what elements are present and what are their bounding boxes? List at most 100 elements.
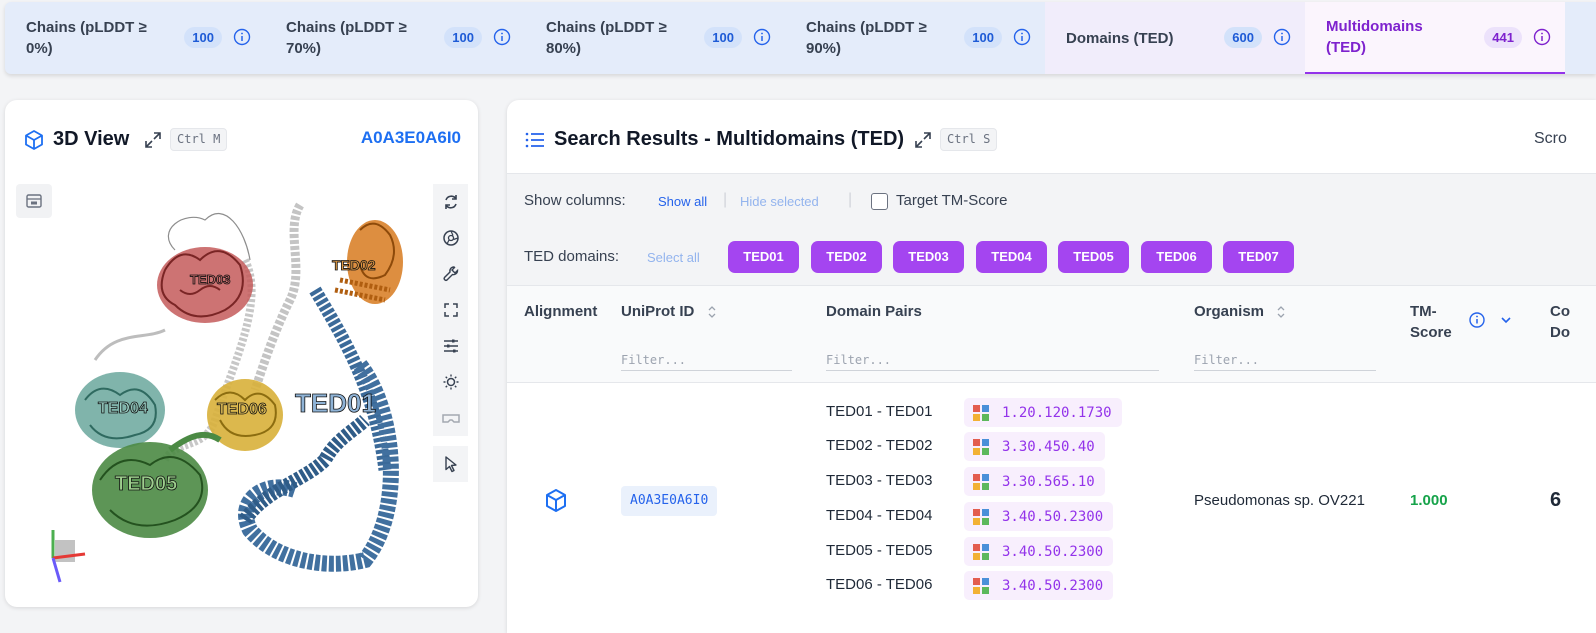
- hide-selected-link[interactable]: Hide selected: [740, 194, 819, 209]
- column-header-alignment: Alignment: [524, 303, 598, 320]
- cath-grid-icon: [973, 543, 989, 560]
- tab-label: Chains (pLDDT ≥ 0%): [26, 19, 147, 57]
- info-icon[interactable]: [1468, 311, 1486, 329]
- cube-icon: [25, 130, 43, 150]
- tm-header-line2: Score: [1410, 324, 1452, 341]
- camera-icon: [26, 194, 42, 208]
- sort-icon[interactable]: [707, 304, 717, 320]
- ted-domains-label: TED domains:: [524, 248, 620, 265]
- column-header-organism[interactable]: Organism: [1194, 303, 1265, 320]
- show-columns-label: Show columns:: [524, 192, 626, 209]
- cath-grid-icon: [973, 577, 989, 594]
- structure-id[interactable]: A0A3E0A6I0: [360, 128, 461, 147]
- rotate-icon: [444, 195, 457, 209]
- reset-view-button[interactable]: [433, 184, 468, 220]
- lighting-button[interactable]: [433, 364, 468, 400]
- sun-icon: [443, 374, 458, 390]
- vr-button[interactable]: [433, 400, 468, 436]
- camera-button[interactable]: [433, 220, 468, 256]
- domain-count-cell: 6: [1550, 489, 1562, 511]
- filter-bar: Show columns: Show all | Hide selected |…: [507, 173, 1596, 286]
- domain-pair: TED05 - TED05: [826, 542, 933, 559]
- target-tm-checkbox[interactable]: [871, 193, 888, 210]
- info-icon[interactable]: [1533, 28, 1551, 46]
- tab-label: Domains (TED): [1066, 29, 1174, 47]
- cath-grid-icon: [973, 508, 989, 525]
- sliders-icon: [443, 339, 458, 353]
- tab-multidomains-ted[interactable]: Multidomains (TED) 441: [1305, 2, 1565, 74]
- column-header-uniprot[interactable]: UniProt ID: [621, 303, 695, 320]
- score-control-label[interactable]: Scro: [1534, 130, 1567, 147]
- cath-chip[interactable]: 1.20.120.1730: [964, 398, 1122, 427]
- column-header-domain-pairs: Domain Pairs: [826, 303, 922, 320]
- cath-chip[interactable]: 3.40.50.2300: [964, 537, 1114, 566]
- info-icon[interactable]: [233, 28, 251, 46]
- tab-count-badge: 441: [1484, 27, 1522, 48]
- uniprot-id-chip[interactable]: A0A3E0A6I0: [621, 486, 718, 516]
- show-all-link[interactable]: Show all: [658, 194, 708, 209]
- domain-pair: TED03 - TED03: [826, 472, 933, 489]
- uniprot-filter-input[interactable]: [621, 350, 792, 371]
- expand-icon[interactable]: [913, 130, 933, 150]
- domain-pairs-filter-input[interactable]: [826, 350, 1159, 371]
- info-icon[interactable]: [753, 28, 771, 46]
- info-icon[interactable]: [1013, 28, 1031, 46]
- ted03-filter-button[interactable]: TED03: [893, 241, 964, 273]
- cath-code: 3.40.50.2300: [1002, 577, 1104, 594]
- chevron-down-icon[interactable]: [1500, 314, 1512, 326]
- cath-chip[interactable]: 3.30.450.40: [964, 432, 1105, 461]
- cursor-icon: [444, 456, 457, 473]
- ted07-filter-button[interactable]: TED07: [1223, 241, 1294, 273]
- ted02-domain: [334, 220, 403, 304]
- organism-filter-input[interactable]: [1194, 350, 1376, 371]
- panel-title: 3D View: [53, 128, 130, 150]
- tab-chains-70[interactable]: Chains (pLDDT ≥ 70%) 100: [265, 2, 525, 74]
- tab-chains-80[interactable]: Chains (pLDDT ≥ 80%) 100: [525, 2, 785, 74]
- tab-domains-ted[interactable]: Domains (TED) 600: [1045, 2, 1305, 74]
- tab-chains-0[interactable]: Chains (pLDDT ≥ 0%) 100: [5, 2, 265, 74]
- select-all-link[interactable]: Select all: [647, 250, 700, 265]
- column-header-cut[interactable]: Co Do: [1550, 301, 1570, 343]
- organism-cell: Pseudomonas sp. OV221: [1194, 492, 1365, 509]
- ted01-label: TED01: [295, 388, 376, 418]
- tab-count-badge: 100: [184, 27, 222, 48]
- column-header-tm-score[interactable]: TM- Score: [1410, 301, 1452, 343]
- sort-icon[interactable]: [1276, 304, 1286, 320]
- ted06-domain: [207, 379, 283, 451]
- tab-chains-90[interactable]: Chains (pLDDT ≥ 90%) 100: [785, 2, 1045, 74]
- search-results-panel: Search Results - Multidomains (TED) Ctrl…: [507, 100, 1596, 633]
- tab-count-badge: 100: [704, 27, 742, 48]
- select-mode-button[interactable]: [433, 446, 468, 482]
- cut-header-line1: Co: [1550, 303, 1570, 320]
- ted04-filter-button[interactable]: TED04: [976, 241, 1047, 273]
- settings-button[interactable]: [433, 328, 468, 364]
- view-alignment-cube-icon[interactable]: [544, 488, 568, 514]
- ted06-filter-button[interactable]: TED06: [1141, 241, 1212, 273]
- table-header: Alignment UniProt ID Domain Pairs Organi…: [507, 286, 1596, 383]
- list-icon: [525, 132, 544, 148]
- ted02-filter-button[interactable]: TED02: [811, 241, 882, 273]
- cath-chip[interactable]: 3.40.50.2300: [964, 502, 1114, 531]
- cath-chip[interactable]: 3.40.50.2300: [964, 571, 1114, 600]
- tools-button[interactable]: [433, 256, 468, 292]
- structure-3d-panel: 3D View Ctrl M A0A3E0A6I0: [5, 100, 478, 607]
- cath-code: 3.40.50.2300: [1002, 508, 1104, 525]
- fullscreen-button[interactable]: [433, 292, 468, 328]
- result-tabs: Chains (pLDDT ≥ 0%) 100 Chains (pLDDT ≥ …: [5, 2, 1596, 74]
- tab-count-badge: 100: [964, 27, 1002, 48]
- cath-grid-icon: [973, 473, 989, 490]
- ted04-domain: [75, 372, 165, 448]
- cath-chip[interactable]: 3.30.565.10: [964, 467, 1105, 496]
- cath-grid-icon: [973, 404, 989, 421]
- wrench-icon: [443, 266, 458, 281]
- tm-score-cell: 1.000: [1410, 492, 1448, 509]
- screenshot-tool-button[interactable]: [16, 184, 52, 218]
- expand-icon[interactable]: [143, 130, 163, 150]
- ted05-filter-button[interactable]: TED05: [1058, 241, 1129, 273]
- protein-structure-viewer[interactable]: TED03 TED02 TED04 TED06 TED01 TED05: [5, 190, 478, 600]
- info-icon[interactable]: [1273, 28, 1291, 46]
- target-tm-label: Target TM-Score: [896, 192, 1008, 209]
- ted01-filter-button[interactable]: TED01: [728, 241, 799, 273]
- info-icon[interactable]: [493, 28, 511, 46]
- ted04-label: TED04: [98, 400, 148, 417]
